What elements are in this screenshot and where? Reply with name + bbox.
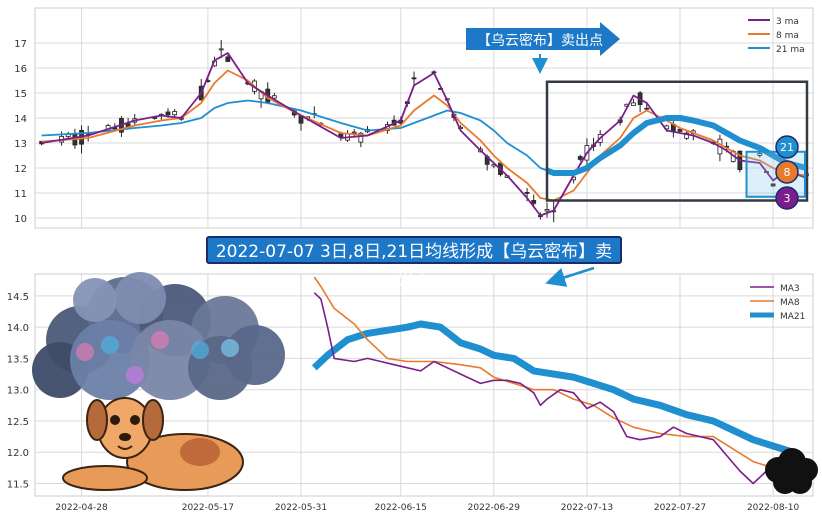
top-y-tick-label: 10 [14,214,27,225]
x-tick-label: 2022-06-15 [375,503,427,513]
top-y-tick-label: 13 [14,139,27,150]
dog-eye [110,415,120,425]
end-badge-label: 21 [780,141,794,154]
storm-cloud-illustration [32,272,285,400]
signal-banner: 2022-07-07 3日,8日,21日均线形成【乌云密布】卖出点 [206,236,622,290]
signal-zone-box [545,80,809,202]
candle-body [677,128,683,132]
cloud-highlight [191,341,209,359]
candle-body [770,183,776,187]
banner-pointer-arrow [545,266,595,287]
top-y-tick-label: 15 [14,89,27,100]
candle-body [531,200,537,204]
candle-body [684,132,690,139]
bottom-y-tick-label: 14.5 [7,292,29,303]
annotation-callout: 【乌云密布】卖出点 [466,22,620,74]
x-tick-label: 2022-07-13 [561,503,613,513]
top-y-tick-label: 12 [14,164,27,175]
legend-entry: 21 ma [776,45,805,55]
end-badge-circle [775,186,799,210]
candle-body [225,56,231,62]
candle-body [172,111,178,116]
end-badge-circle [775,160,799,184]
cloud-puff [130,320,210,400]
legend-entry: MA21 [780,312,805,322]
bottom-y-tick-label: 11.5 [7,479,29,490]
candlestick-plot: 10 11 12 13 14 15 16 17 21 8 3 【乌云密布】卖出点 3 ma 8 ma 21 … [14,7,814,229]
cloud-highlight [76,343,94,361]
decorations [32,266,818,494]
legend-entry: 8 ma [776,31,799,41]
x-tick-label: 2022-08-10 [747,503,800,513]
dog-ear-right [142,399,164,441]
cloud-highlight [221,339,239,357]
top-y-tick-label: 16 [14,64,27,75]
cloud-highlight [101,336,119,354]
small-storm-cloud [765,448,818,494]
series-line-3ma [41,52,807,217]
callout-arrow-shape [466,22,620,56]
cloud-highlight [151,331,169,349]
callout-label: 【乌云密布】卖出点 [477,32,603,49]
candle-body [524,192,530,194]
bottom-y-tick-label: 13.5 [7,354,29,365]
cloud-highlight [126,366,144,384]
end-badge-label: 8 [784,166,791,179]
dog-paws [62,465,148,491]
candle-body [577,156,583,160]
candle-body [631,102,636,106]
cloud-puff [73,278,117,322]
highlight-21ma [545,115,808,176]
candle-body [411,77,417,80]
candle-body [351,131,357,134]
series-line-8ma [41,69,807,202]
x-tick-label: 2022-04-28 [55,503,108,513]
end-badge-label: 3 [784,192,791,205]
dog-illustration [62,397,244,491]
dog-mouth [117,445,133,450]
legend-entry: MA8 [780,298,800,308]
candle-body [644,107,650,110]
candle-body [757,153,763,156]
bottom-y-tick-label: 12.0 [7,448,29,459]
top-y-tick-label: 14 [14,114,27,125]
dog-ear-left [86,399,108,441]
candle-body [544,209,550,212]
legend-entry: MA3 [780,284,800,294]
x-tick-label: 2022-07-27 [654,503,706,513]
legend-entry: 3 ma [776,17,799,27]
x-tick-label: 2022-05-17 [182,503,234,513]
x-tick-label: 2022-06-29 [468,503,521,513]
storm-puff [788,470,812,494]
bottom-y-tick-label: 14.0 [7,323,29,334]
candle-body [165,111,171,116]
dog-eye [130,415,140,425]
candle-body [358,132,364,143]
top-y-tick-label: 17 [14,39,27,50]
end-badge-circle [775,135,799,159]
x-tick-label: 2022-05-31 [275,503,327,513]
top-legend: 3 ma 8 ma 21 ma [748,17,805,55]
bottom-legend: MA3 MA8 MA21 [750,284,805,322]
candle-body [218,48,224,51]
bottom-y-tick-label: 12.5 [7,417,29,428]
series-line-ma3 [313,292,807,485]
series-line-ma8 [313,276,807,472]
bottom-y-tick-label: 13.0 [7,386,29,397]
dog-nose [119,433,131,441]
dog-spot [180,438,220,466]
top-y-tick-label: 11 [14,189,27,200]
cloud-puff [114,272,166,324]
series-line-ma21 [311,320,795,456]
candle-body [271,95,277,99]
